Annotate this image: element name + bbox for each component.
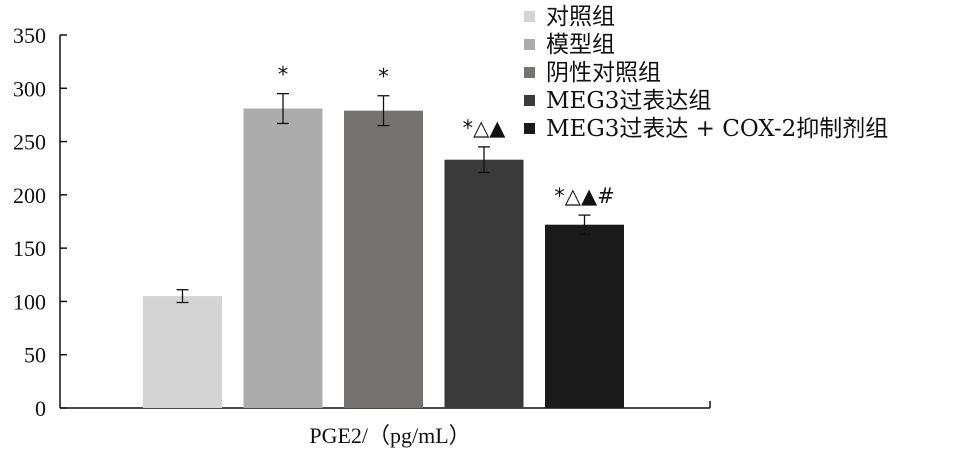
legend-swatch (524, 95, 535, 106)
legend-swatch (524, 67, 535, 78)
significance-annotation: *△▲ (463, 116, 507, 140)
bar (344, 110, 423, 408)
bar (444, 159, 524, 408)
legend-swatch (524, 123, 535, 134)
y-tick-label: 150 (13, 236, 46, 261)
y-tick-label: 250 (13, 130, 46, 155)
y-tick-label: 300 (13, 76, 46, 101)
legend-label: 对照组 (546, 4, 615, 30)
bar (143, 296, 222, 408)
bar (545, 224, 624, 408)
y-tick-label: 200 (13, 183, 46, 208)
x-axis-label: PGE2/（pg/mL） (309, 423, 470, 448)
significance-annotation: * (278, 63, 289, 87)
error-bars (176, 92, 591, 304)
y-ticks: 0 50 100 150 200 250 300 350 (13, 23, 67, 421)
legend-label: 模型组 (546, 32, 615, 58)
legend-swatch (524, 11, 535, 22)
significance-annotation: * (378, 65, 389, 89)
legend-label: 阴性对照组 (546, 60, 661, 86)
significance-annotation: *△▲# (554, 184, 614, 208)
legend-label: MEG3过表达 + COX-2抑制剂组 (546, 116, 888, 142)
bars (143, 108, 624, 408)
y-tick-label: 0 (35, 396, 46, 421)
significance-annotations: * * *△▲ *△▲# (278, 63, 615, 208)
legend-swatch (524, 39, 535, 50)
y-tick-label: 100 (13, 289, 46, 314)
bar (243, 108, 323, 408)
y-tick-label: 350 (13, 23, 46, 48)
legend-label: MEG3过表达组 (546, 88, 711, 114)
y-tick-label: 50 (24, 343, 46, 368)
